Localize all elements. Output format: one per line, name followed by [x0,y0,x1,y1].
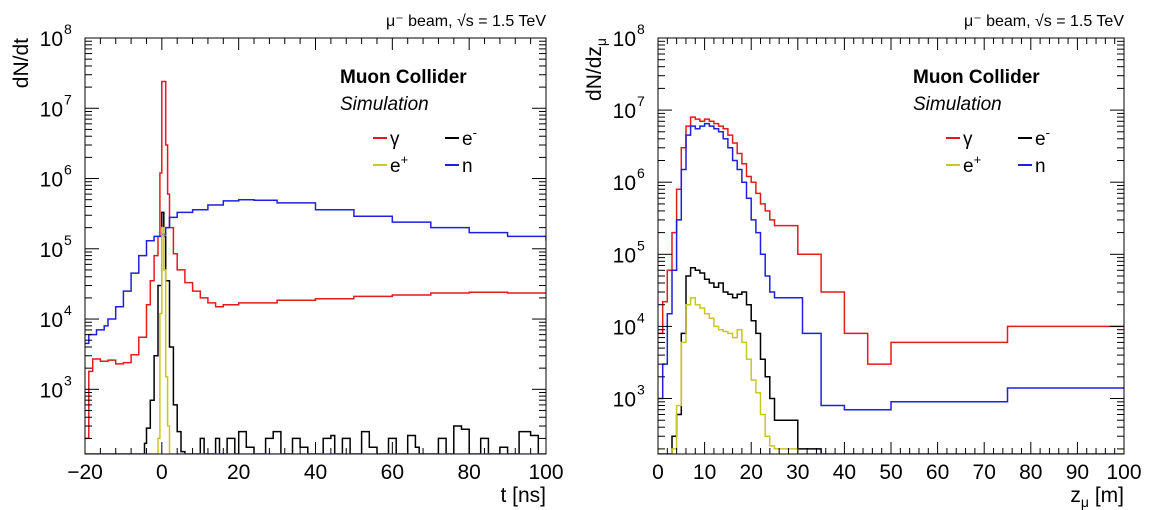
legend-label: γ [963,129,973,150]
legend-label: e- [1035,125,1050,150]
y-tick-label-exponent: 6 [64,162,72,178]
y-tick-label: 10 [613,28,636,51]
legend-label: e+ [963,152,981,177]
x-tick-label: 100 [528,461,563,484]
x-tick-label: 0 [652,461,664,484]
x-tick-label: 10 [693,461,716,484]
legend-label: e+ [390,152,408,177]
y-tick-label: 10 [40,309,63,332]
y-tick-label: 10 [613,389,636,412]
series-line-γ [658,116,1124,365]
x-tick-label: 0 [156,461,168,484]
x-tick-label: 20 [740,461,763,484]
x-tick-label: 30 [786,461,809,484]
header-text: μ⁻ beam, √s = 1.5 TeV [964,13,1124,30]
y-tick-label-exponent: 3 [64,372,72,388]
y-axis-label: dN/dt [10,38,33,88]
x-tick-label: 90 [1066,461,1089,484]
y-tick-label-exponent: 6 [637,165,645,181]
y-tick-label-exponent: 5 [64,232,72,248]
chart-title: Muon Collider [340,67,467,88]
x-tick-label: 60 [926,461,949,484]
header-text: μ⁻ beam, √s = 1.5 TeV [386,13,546,30]
y-tick-label-exponent: 4 [64,302,72,318]
x-tick-label: 40 [833,461,856,484]
x-tick-label: 100 [1106,461,1141,484]
plot-frame [657,37,1125,455]
y-tick-label: 10 [40,98,63,121]
series-line-n [658,122,1124,411]
legend-label: n [462,156,473,177]
y-tick-label: 10 [613,100,636,123]
y-tick-label: 10 [613,172,636,195]
legend-label: e- [462,125,477,150]
x-tick-label: 70 [973,461,996,484]
x-tick-label: 20 [227,461,250,484]
series-line-e+ [658,296,1124,454]
x-tick-label: 80 [457,461,480,484]
y-tick-label-exponent: 3 [637,382,645,398]
y-tick-label-exponent: 8 [637,21,645,37]
y-tick-label-exponent: 7 [637,93,645,109]
y-tick-label-exponent: 7 [64,91,72,107]
x-tick-label: −20 [67,461,103,484]
series-line-e- [85,211,546,454]
x-tick-label: 60 [381,461,404,484]
x-tick-label: 80 [1019,461,1042,484]
y-tick-label: 10 [613,316,636,339]
x-tick-label: 40 [304,461,327,484]
y-tick-label: 10 [613,244,636,267]
chart-subtitle: Simulation [913,94,1002,115]
y-tick-label: 10 [40,239,63,262]
legend-label: γ [390,129,400,150]
series-line-n [85,198,546,345]
y-tick-label-exponent: 8 [64,21,72,37]
chart-subtitle: Simulation [340,94,429,115]
y-tick-label: 10 [40,169,63,192]
series-line-e+ [85,226,546,454]
y-tick-label-exponent: 4 [637,309,645,325]
x-tick-label: 50 [879,461,902,484]
y-tick-label: 10 [40,28,63,51]
series-line-γ [85,80,546,440]
x-axis-label: zμ [m] [1070,484,1124,510]
y-tick-label-exponent: 5 [637,237,645,253]
x-axis-label: t [ns] [500,484,546,507]
chart-title: Muon Collider [913,67,1040,88]
y-tick-label: 10 [40,379,63,402]
legend-label: n [1035,156,1046,177]
series-line-e- [658,267,1124,454]
y-axis-label: dN/dzμ [583,38,609,101]
